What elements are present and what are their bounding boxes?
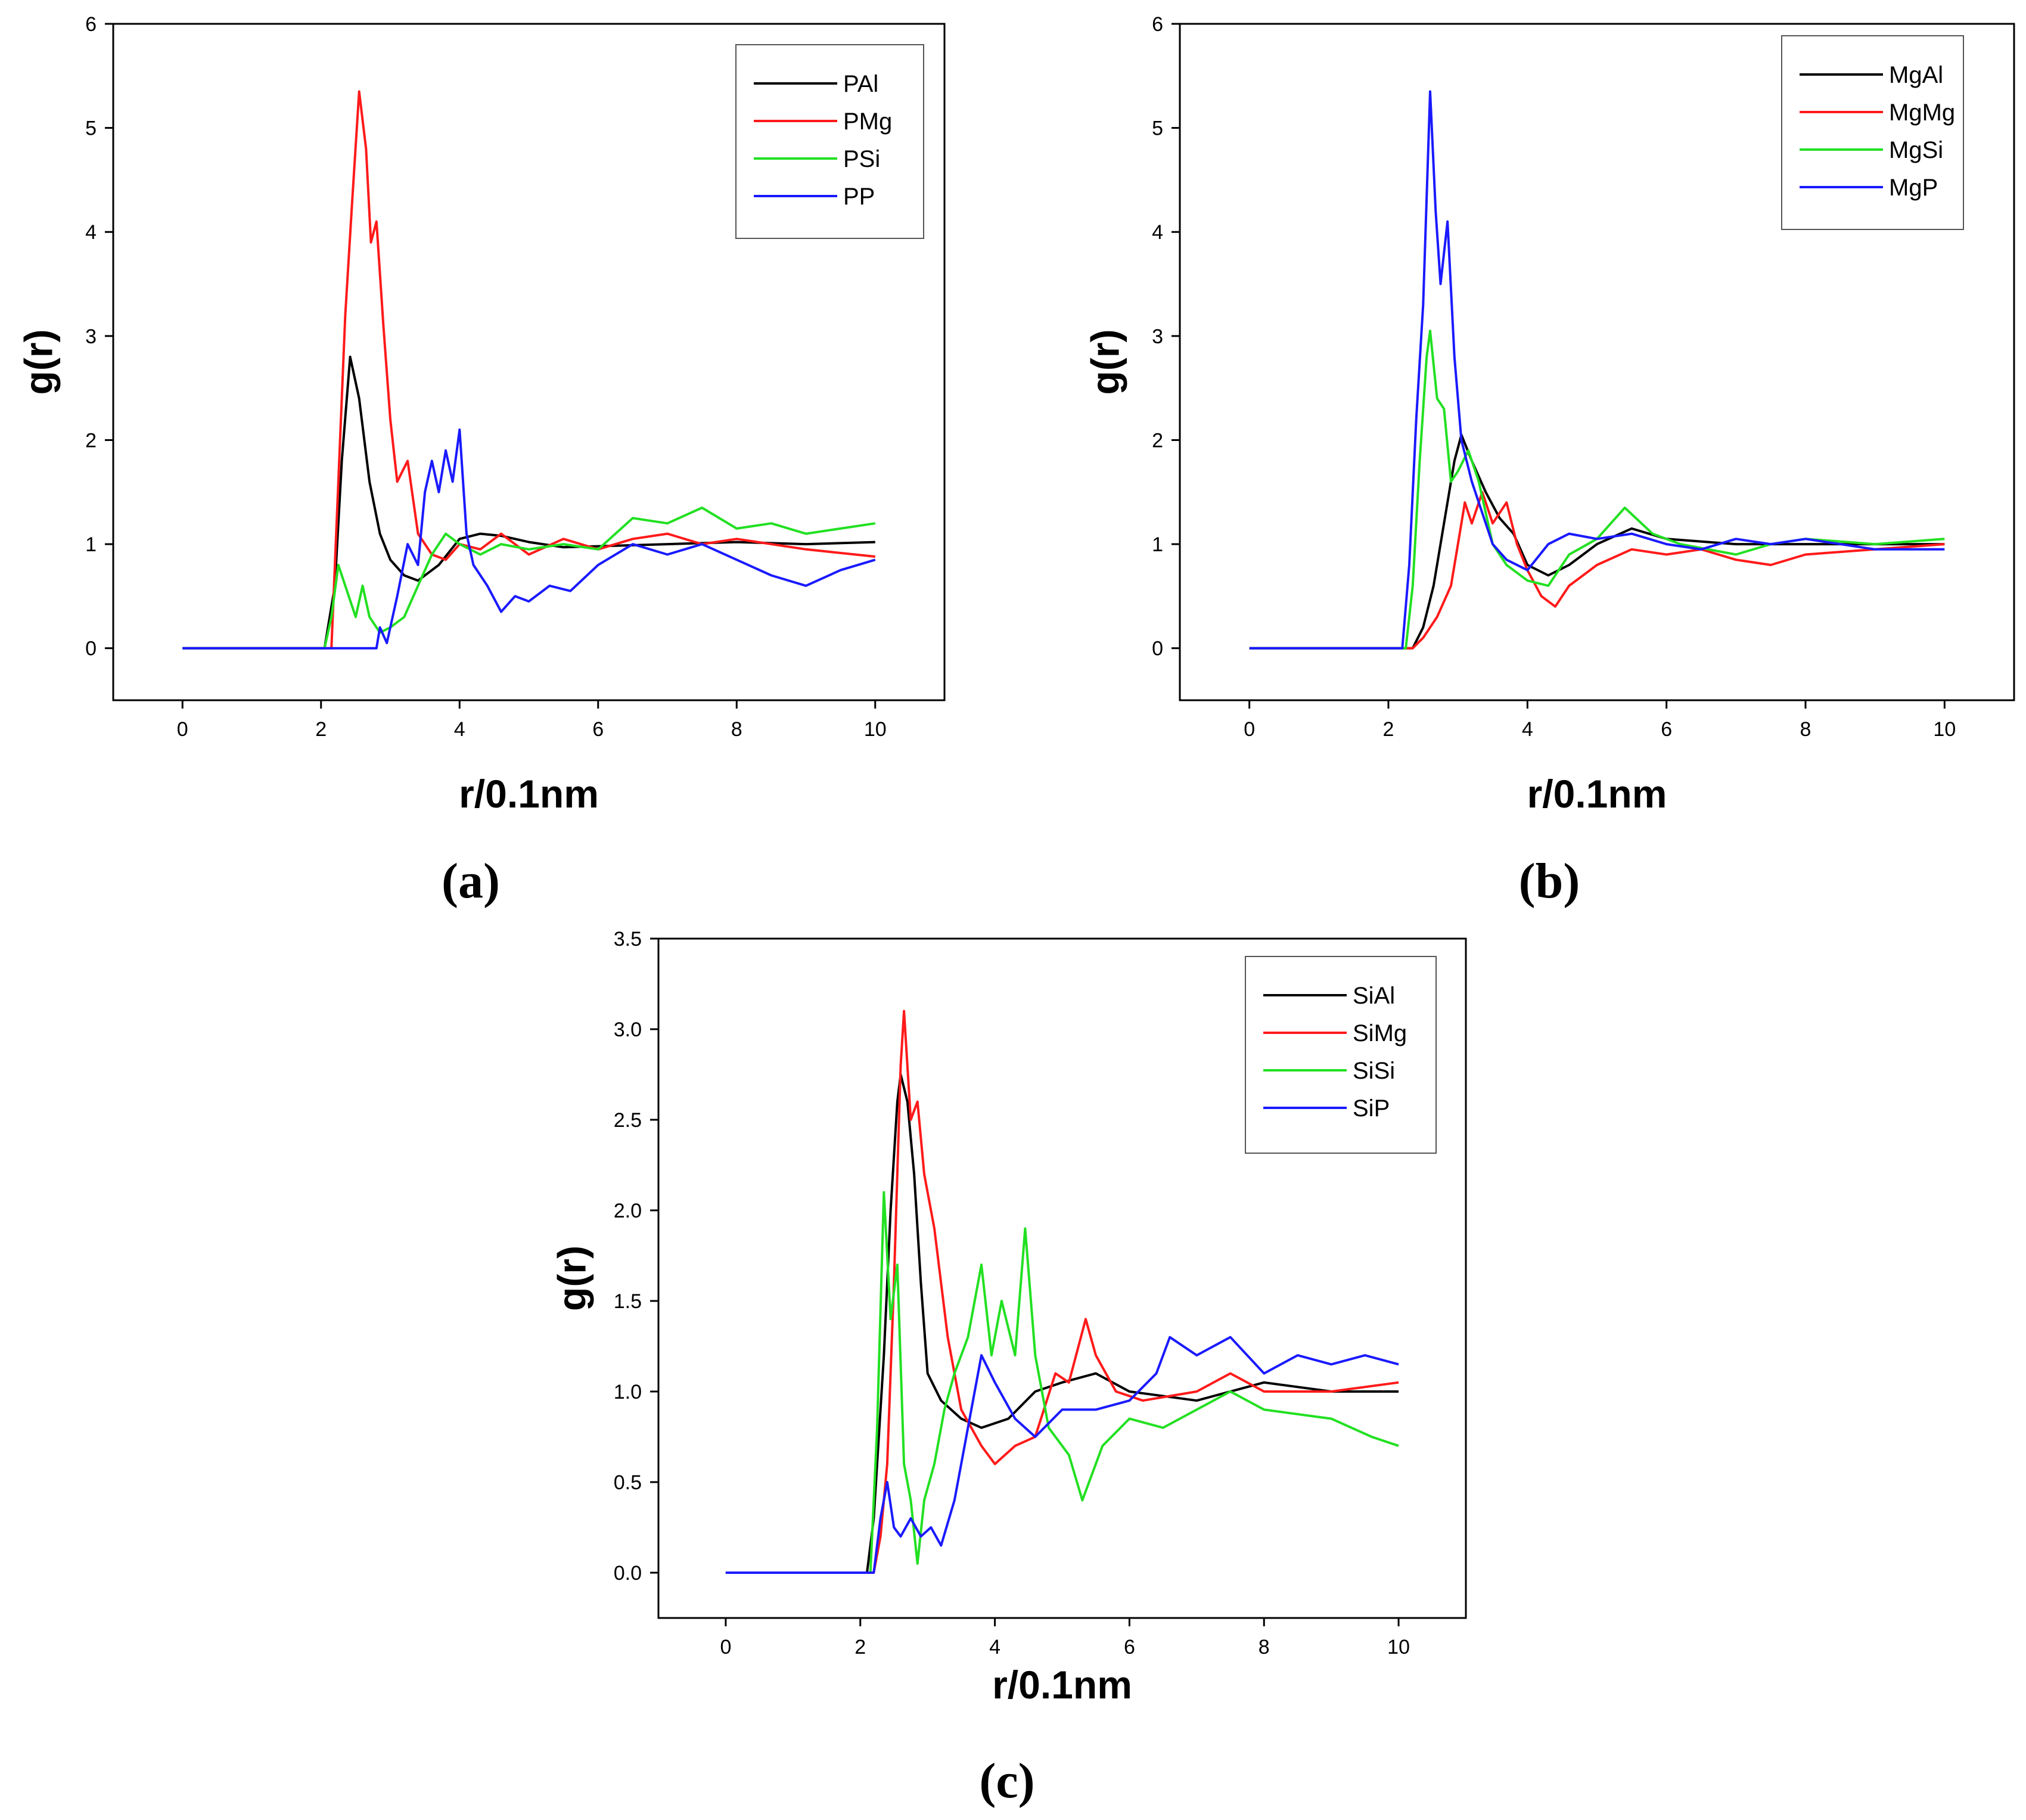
series-line-SiSi [725,1191,1399,1574]
x-tick-label: 4 [989,1636,1000,1659]
x-tick-label: 0 [1244,718,1255,741]
y-tick-label: 2.5 [614,1109,642,1132]
legend-label: SiMg [1353,1020,1407,1046]
series-line-SiMg [725,1010,1399,1574]
legend-box [735,44,924,239]
y-tick-label: 5 [85,117,97,140]
y-tick-label: 4 [85,221,97,244]
legend-label: MgP [1889,175,1938,201]
caption-b: (b) [1518,853,1580,909]
caption-c: (c) [979,1753,1035,1809]
legend-label: MgSi [1889,137,1943,163]
y-tick-label: 3.5 [614,928,642,951]
plot-frame [1179,23,2015,701]
legend-label: PAl [843,71,878,97]
series-line-MgMg [1249,490,1945,650]
y-tick-label: 1 [85,533,97,556]
y-tick-label: 5 [1152,117,1163,140]
y-tick-label: 1 [1152,533,1163,556]
legend-label: SiAl [1353,983,1395,1009]
legend-label: MgAl [1889,62,1943,88]
series-line-PP [182,428,876,650]
legend-label: PMg [843,108,892,135]
series-line-PAl [182,355,875,650]
chart-b-svg: 0 2 4 6 8 10 0 1 2 3 4 5 6 r/0.1nm g(r) MgAl MgMg MgSi MgP [1083,13,2015,816]
legend-box [1245,956,1437,1154]
y-tick-label: 2 [1152,429,1163,452]
series-line-MgSi [1249,330,1945,650]
plot-frame [112,23,946,701]
y-tick-label: 2 [85,429,97,452]
y-tick-label: 1.0 [614,1381,642,1403]
y-tick-label: 0.0 [614,1562,642,1585]
x-tick-label: 4 [454,718,465,741]
x-tick-label: 8 [1800,718,1811,741]
x-tick-label: 2 [854,1636,866,1659]
legend-box [1781,35,1964,230]
legend-label: MgMg [1889,100,1955,126]
x-tick-label: 2 [315,718,327,741]
x-tick-label: 6 [592,718,604,741]
legend-label: PP [843,184,875,210]
y-tick-label: 0 [1152,638,1163,660]
legend-label: PSi [843,146,880,172]
caption-a: (a) [442,853,500,909]
plot-frame [657,937,1467,1619]
x-tick-label: 6 [1124,1636,1135,1659]
series-line-PMg [182,90,876,650]
y-tick-label: 3 [85,325,97,348]
y-tick-label: 3.0 [614,1018,642,1041]
y-tick-label: 0 [85,638,97,660]
x-tick-label: 8 [731,718,742,741]
series-line-PSi [182,507,876,650]
chart-c-svg: 0 2 4 6 8 10 0.0 0.5 1.0 1.5 2.0 2.5 3.0 3.5 r/0.1nm g(… [549,928,1467,1707]
legend-label: SiSi [1353,1058,1395,1084]
y-axis-title: g(r) [549,1246,593,1311]
x-tick-label: 2 [1383,718,1394,741]
x-tick-label: 0 [720,1636,731,1659]
x-tick-label: 4 [1522,718,1533,741]
y-tick-label: 2.0 [614,1200,642,1222]
y-axis-title: g(r) [1083,330,1127,395]
x-tick-label: 10 [864,718,887,741]
legend-label: SiP [1353,1095,1390,1122]
x-tick-label: 10 [1387,1636,1410,1659]
y-tick-label: 1.5 [614,1290,642,1313]
x-tick-label: 10 [1933,718,1956,741]
x-tick-label: 6 [1661,718,1672,741]
x-axis-title: r/0.1nm [1527,772,1667,816]
chart-a-svg: 0 2 4 6 8 10 0 1 2 3 4 5 6 r/0.1nm g(r) PAl PMg PSi PP [16,13,946,816]
series-line-SiP [725,1336,1399,1574]
x-axis-title: r/0.1nm [992,1663,1132,1707]
x-tick-label: 8 [1259,1636,1270,1659]
y-tick-label: 6 [1152,13,1163,36]
y-tick-label: 3 [1152,325,1163,348]
y-tick-label: 6 [85,13,97,36]
chart-c: 0 2 4 6 8 10 0.0 0.5 1.0 1.5 2.0 2.5 3.0 3.5 r/0.1nm g(… [524,912,1490,1749]
x-tick-label: 0 [177,718,188,741]
chart-b: 0 2 4 6 8 10 0 1 2 3 4 5 6 r/0.1nm g(r) MgAl MgMg MgSi MgP [1073,0,2026,849]
x-axis-title: r/0.1nm [459,772,599,816]
y-tick-label: 4 [1152,221,1163,244]
y-tick-label: 0.5 [614,1471,642,1494]
series-line-MgP [1249,90,1945,650]
chart-a: 0 2 4 6 8 10 0 1 2 3 4 5 6 r/0.1nm g(r) PAl PMg PSi PP [0,0,1013,849]
y-axis-title: g(r) [16,330,60,395]
